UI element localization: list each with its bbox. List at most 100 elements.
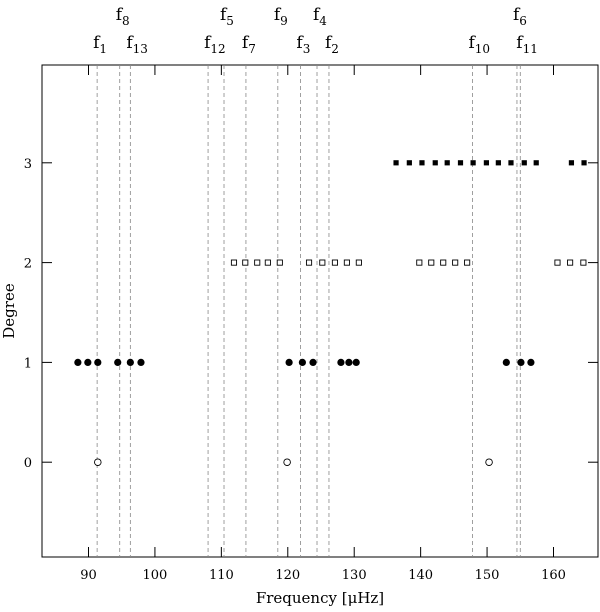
point: [416, 259, 423, 266]
mode-label: f13: [126, 33, 148, 56]
point: [309, 358, 317, 366]
point: [276, 259, 283, 266]
mode-label: f3: [296, 33, 310, 56]
point: [444, 160, 450, 166]
mode-label-sub: 1: [99, 42, 107, 56]
x-axis-label: Frequency [μHz]: [256, 589, 384, 607]
mode-label: f4: [313, 5, 327, 28]
point: [483, 160, 490, 166]
mode-label-sub: 13: [133, 42, 148, 56]
point: [94, 358, 102, 366]
mode-label: f9: [274, 5, 288, 28]
mode-label-name: f: [468, 33, 476, 53]
point: [283, 458, 291, 466]
point: [230, 259, 238, 266]
point: [485, 458, 493, 466]
point: [242, 259, 249, 266]
point: [393, 160, 399, 166]
mode-label-name: f: [296, 33, 304, 53]
mode-label-sub: 6: [519, 14, 527, 28]
x-tick-label: 110: [209, 568, 234, 583]
point: [419, 160, 425, 166]
y-tick-label: 2: [24, 257, 32, 272]
point: [319, 259, 326, 266]
mode-label: f1: [93, 33, 107, 56]
point: [495, 160, 501, 166]
point: [521, 160, 527, 166]
mode-label: f6: [513, 5, 527, 28]
mode-label-sub: 4: [319, 14, 327, 28]
mode-label-name: f: [325, 33, 333, 53]
point: [568, 160, 575, 166]
point: [508, 160, 514, 166]
x-tick-label: 90: [80, 568, 97, 583]
point: [470, 160, 476, 166]
point: [94, 458, 102, 466]
point: [126, 358, 134, 366]
point: [343, 259, 350, 266]
point: [464, 259, 471, 266]
point: [554, 259, 561, 266]
mode-label-name: f: [313, 5, 321, 25]
point: [345, 358, 353, 366]
x-tick-label: 140: [408, 568, 433, 583]
mode-label-name: f: [220, 5, 228, 25]
x-tick-label: 160: [541, 568, 566, 583]
mode-label-name: f: [274, 5, 282, 25]
mode-label: f12: [204, 33, 226, 56]
y-axis-label: Degree: [0, 283, 18, 339]
point: [580, 259, 587, 266]
mode-label-sub: 5: [226, 14, 234, 28]
mode-label-sub: 2: [331, 42, 339, 56]
mode-label: f7: [242, 33, 256, 56]
y-tick-label: 1: [24, 356, 32, 371]
mode-label-name: f: [242, 33, 250, 53]
mode-label-name: f: [116, 5, 124, 25]
mode-label: f8: [116, 5, 130, 28]
point: [84, 358, 92, 366]
y-tick-label: 0: [24, 456, 32, 471]
point: [581, 160, 587, 166]
x-tick-label: 130: [342, 568, 367, 583]
point: [428, 259, 435, 266]
point: [298, 358, 306, 366]
point: [567, 259, 574, 266]
x-tick-label: 120: [275, 568, 300, 583]
mode-label-name: f: [93, 33, 101, 53]
mode-label-name: f: [513, 5, 521, 25]
point: [137, 358, 145, 366]
point: [452, 259, 459, 266]
mode-label-sub: 8: [122, 14, 130, 28]
mode-label-sub: 12: [210, 42, 225, 56]
point: [432, 160, 438, 166]
point: [533, 160, 539, 166]
mode-label: f2: [325, 33, 339, 56]
point: [355, 259, 362, 266]
mode-label: f11: [516, 33, 538, 56]
mode-label-name: f: [204, 33, 212, 53]
x-tick-label: 100: [143, 568, 168, 583]
point: [457, 160, 464, 166]
point: [264, 259, 271, 266]
mode-label: f5: [220, 5, 234, 28]
point: [74, 358, 82, 366]
mode-label-sub: 7: [248, 42, 256, 56]
mode-label-sub: 9: [280, 14, 288, 28]
mode-label-sub: 11: [523, 42, 538, 56]
mode-label-sub: 10: [475, 42, 490, 56]
y-tick-label: 3: [24, 157, 32, 172]
point: [440, 259, 447, 266]
point: [527, 358, 535, 366]
mode-label-name: f: [516, 33, 524, 53]
point: [406, 160, 412, 166]
point: [502, 358, 510, 366]
mode-label: f10: [468, 33, 490, 56]
x-tick-label: 150: [475, 568, 500, 583]
point: [305, 259, 313, 266]
point: [337, 358, 345, 366]
plot-frame: [41, 64, 599, 558]
point: [352, 358, 360, 366]
point: [254, 259, 261, 266]
